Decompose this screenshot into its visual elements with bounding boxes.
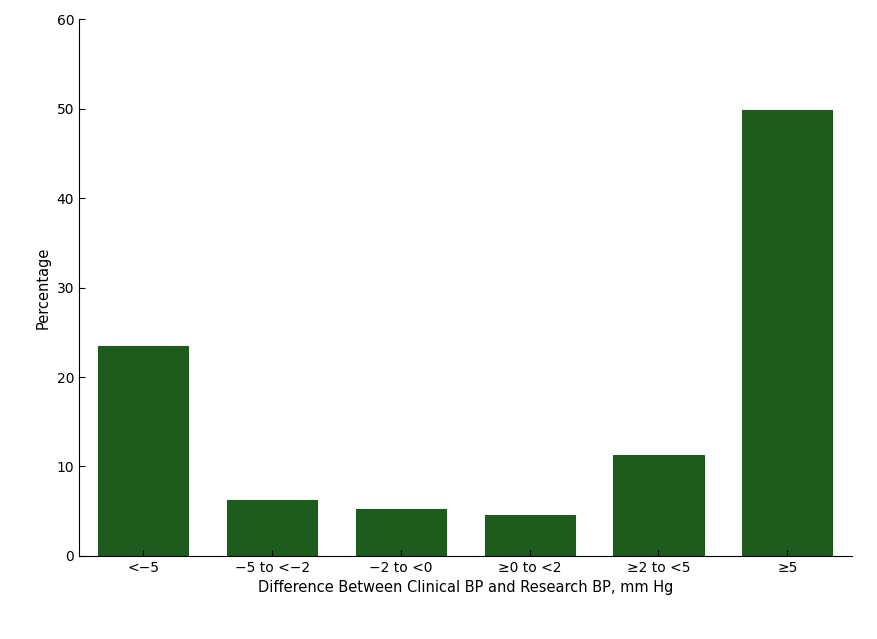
Bar <box>227 500 317 556</box>
Bar <box>613 455 702 556</box>
Bar <box>355 509 446 556</box>
X-axis label: Difference Between Clinical BP and Research BP, mm Hg: Difference Between Clinical BP and Resea… <box>257 580 673 596</box>
Y-axis label: Percentage: Percentage <box>36 247 51 328</box>
Bar <box>741 111 831 556</box>
Bar <box>98 346 189 556</box>
Bar <box>484 515 574 556</box>
